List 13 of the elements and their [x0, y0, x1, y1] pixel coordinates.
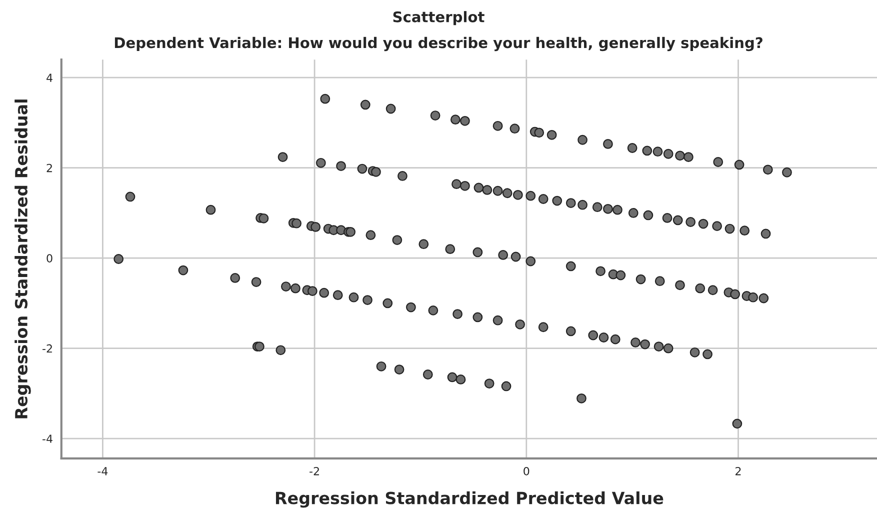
chart-title: Scatterplot	[393, 11, 484, 26]
x-tick-label: 0	[524, 466, 530, 476]
y-tick-label: -2	[42, 344, 52, 353]
y-tick-label: 0	[46, 254, 52, 262]
x-tick-label: 2	[736, 466, 741, 476]
chart-subtitle: Dependent Variable: How would you describe your health, generally speaking?	[114, 36, 762, 52]
x-tick-label: -2	[310, 466, 319, 476]
y-tick-label: 4	[46, 74, 52, 82]
x-tick-label: -4	[98, 467, 108, 476]
y-tick-label: -4	[42, 434, 52, 443]
y-tick-label: 2	[46, 164, 52, 172]
x-axis-title: Regression Standardized Predicted Value	[276, 491, 664, 508]
y-axis-title: Regression Standardized Residual	[14, 100, 31, 418]
